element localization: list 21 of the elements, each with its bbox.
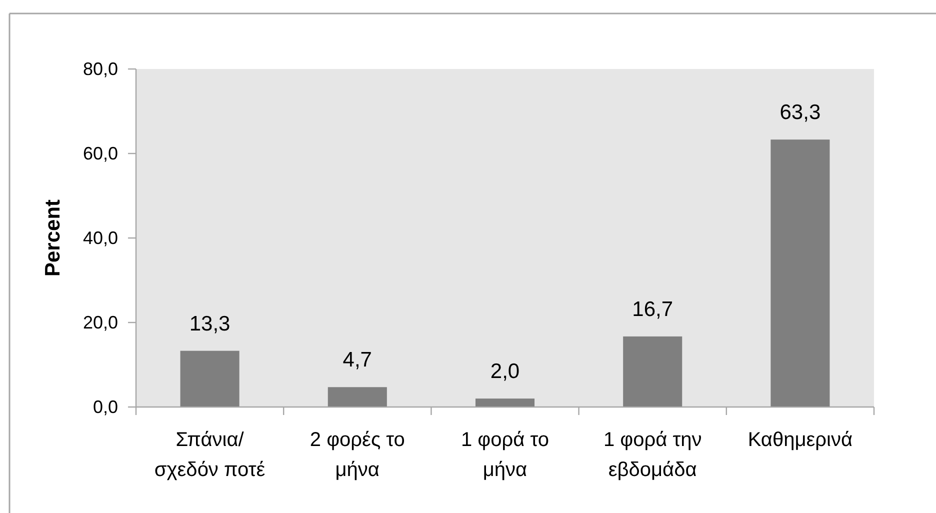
x-tick-label: Σπάνια/ σχεδόν ποτέ bbox=[154, 429, 266, 481]
y-tick-label: 60,0 bbox=[82, 144, 118, 164]
x-tick-label: 1 φορά το μήνα bbox=[460, 429, 550, 481]
data-label: 63,3 bbox=[780, 101, 821, 124]
y-axis-title: Percent bbox=[42, 199, 64, 277]
data-label: 13,3 bbox=[189, 312, 230, 336]
x-tick-label: 1 φορά την εβδομάδα bbox=[603, 429, 702, 481]
bar bbox=[770, 140, 830, 407]
data-label: 16,7 bbox=[632, 298, 674, 321]
y-tick-label: 40,0 bbox=[82, 228, 118, 248]
bar bbox=[475, 398, 535, 407]
x-tick-label: Καθημερινά bbox=[748, 429, 853, 451]
data-label: 2,0 bbox=[490, 360, 520, 384]
y-tick-label: 80,0 bbox=[82, 59, 118, 79]
y-tick-label: 20,0 bbox=[82, 312, 118, 332]
bar bbox=[328, 387, 387, 407]
bar bbox=[180, 350, 240, 407]
bar bbox=[623, 336, 682, 407]
x-tick-label: 2 φορές το μήνα bbox=[310, 429, 405, 481]
data-label: 4,7 bbox=[342, 348, 372, 372]
y-tick-label: 0,0 bbox=[92, 397, 118, 417]
